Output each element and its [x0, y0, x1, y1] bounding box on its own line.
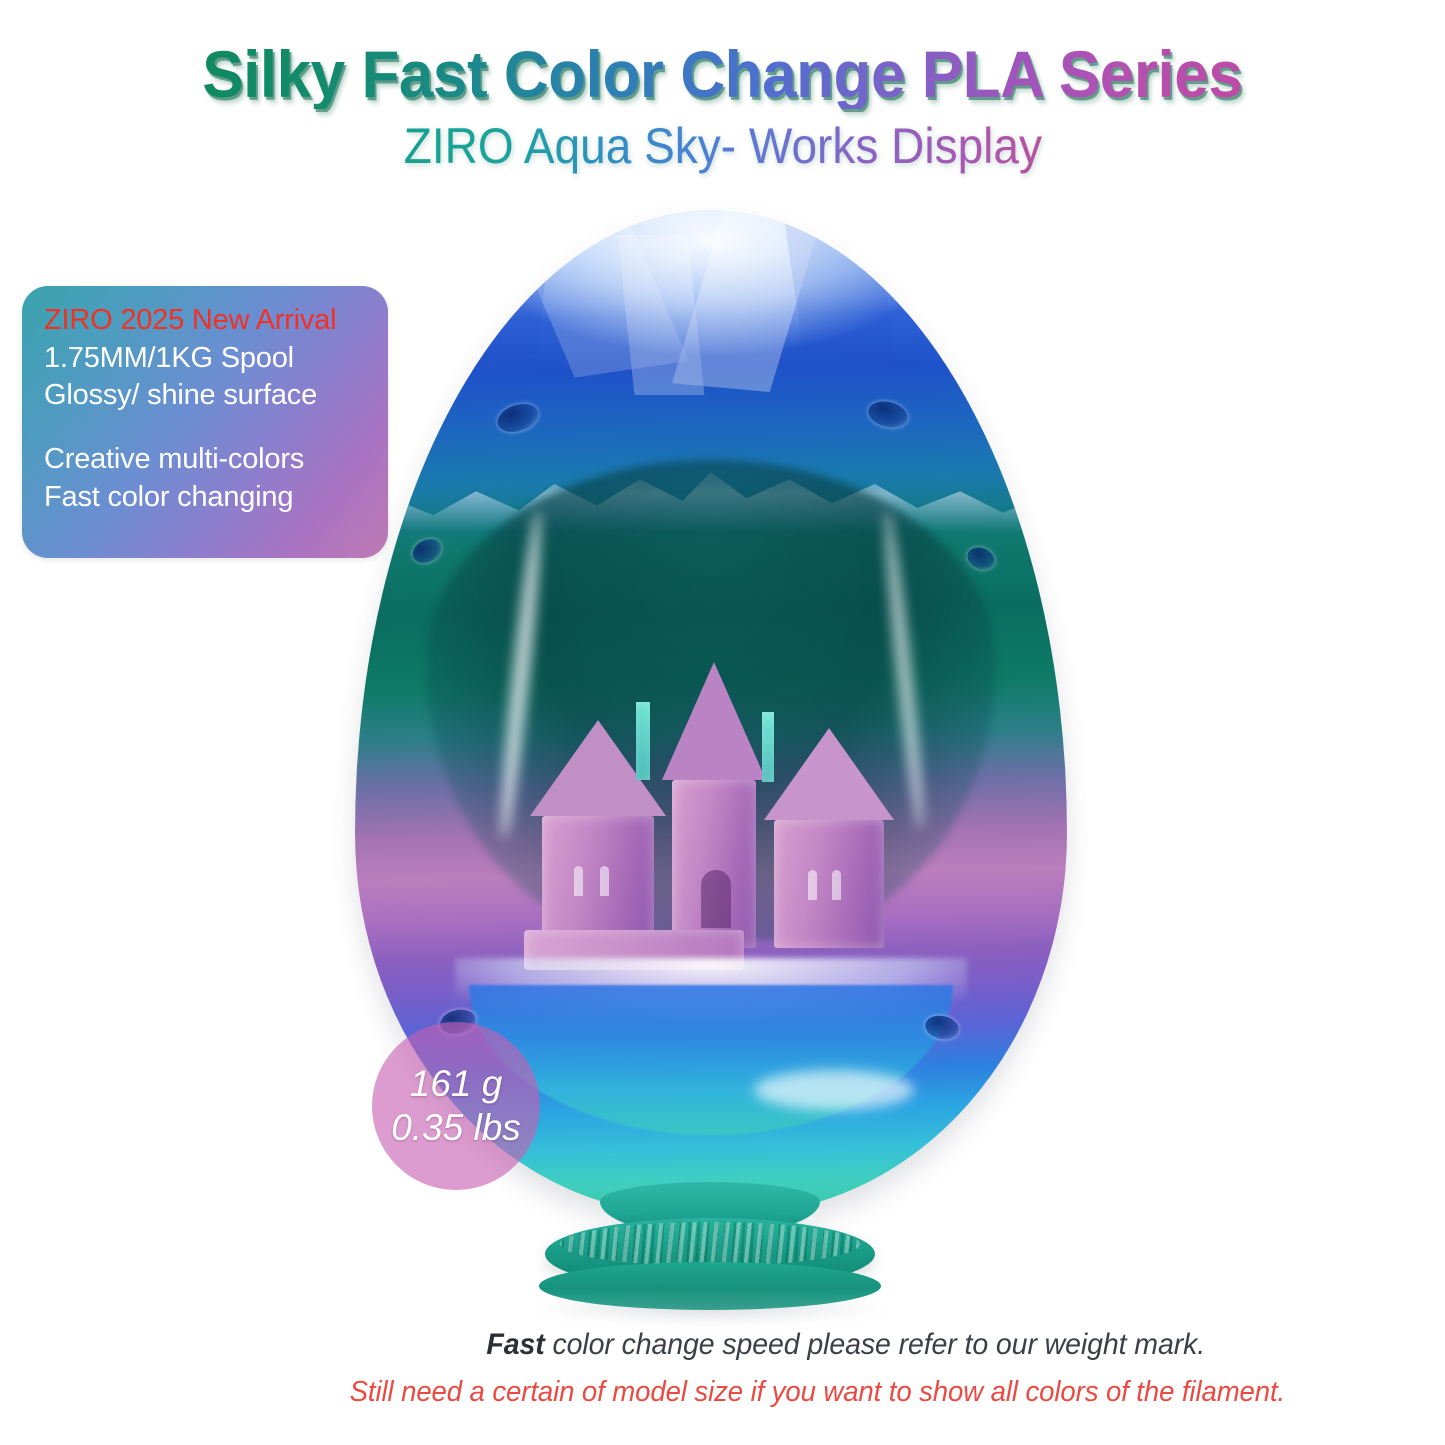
weight-badge: 161 g 0.35 lbs — [372, 1022, 540, 1190]
info-line-fast-change: Fast color changing — [44, 480, 294, 513]
product-info-card: ZIRO 2025 New Arrival 1.75MM/1KG Spool G… — [22, 286, 388, 558]
castle-window — [832, 870, 841, 900]
page-subtitle: ZIRO Aqua Sky- Works Display — [403, 118, 1042, 175]
info-line-multicolor: Creative multi-colors — [44, 443, 305, 476]
egg-shell — [355, 210, 1067, 1215]
footer-block: Fast color change speed please refer to … — [0, 1328, 1445, 1409]
castle-window — [574, 866, 583, 896]
page-title: Silky Fast Color Change PLA Series — [202, 37, 1243, 111]
header-block: Silky Fast Color Change PLA Series ZIRO … — [0, 37, 1445, 175]
weight-grams: 161 g — [409, 1063, 503, 1105]
weight-pounds: 0.35 lbs — [391, 1107, 521, 1148]
crystal-facets — [355, 210, 1067, 460]
info-line-surface-finish: Glossy/ shine surface — [44, 379, 318, 412]
facet — [445, 236, 550, 374]
castle-window — [600, 866, 609, 896]
castle-gate-arch — [701, 870, 731, 928]
castle-tower-right — [774, 820, 884, 948]
castle-window — [808, 870, 817, 900]
castle-roof-center — [662, 662, 766, 780]
egg-base-texture — [560, 1222, 860, 1266]
castle-tower-left — [542, 816, 654, 948]
castle-spire-right — [762, 712, 774, 782]
info-spacer — [44, 415, 370, 441]
frozen-pond — [468, 985, 954, 1135]
footer-note-emphasis: Fast — [486, 1328, 545, 1361]
drop-shadow — [530, 1296, 890, 1324]
castle-spire-left — [636, 702, 650, 780]
footer-note-secondary: Still need a certain of model size if yo… — [349, 1376, 1286, 1408]
footer-note-primary: Fast color change speed please refer to … — [240, 1328, 1206, 1362]
facet — [617, 235, 704, 395]
footer-note-rest: color change speed please refer to our w… — [544, 1328, 1206, 1361]
egg-base-foot — [539, 1262, 881, 1310]
castle-diorama — [496, 662, 926, 988]
specular-highlight — [753, 1070, 914, 1110]
castle-roof-right — [764, 728, 894, 820]
product-image — [340, 210, 1080, 1340]
info-line-new-arrival: ZIRO 2025 New Arrival — [44, 304, 337, 336]
facet — [785, 223, 898, 367]
info-line-spool-spec: 1.75MM/1KG Spool — [44, 341, 294, 374]
